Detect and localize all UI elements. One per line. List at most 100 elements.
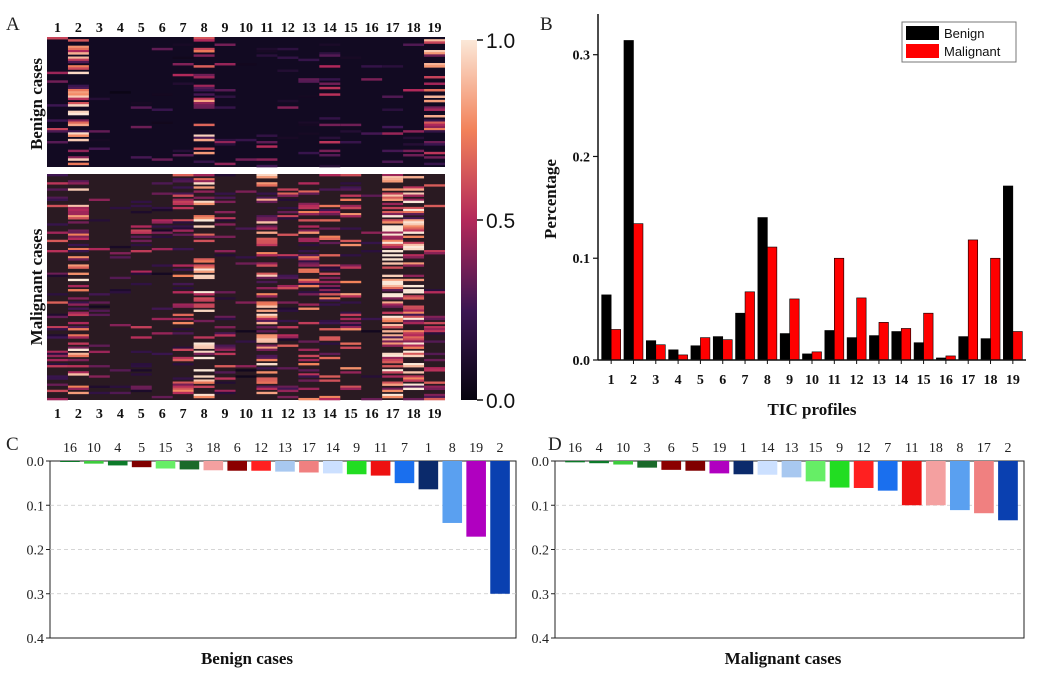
heatmap-benign-cell [319, 164, 341, 168]
heatmap-top-column-label: 14 [323, 21, 337, 36]
heatmap-malignant-cell [361, 397, 383, 401]
heatmap-malignant-cell [382, 235, 404, 238]
heatmap-malignant-cell [151, 206, 173, 210]
heatmap-benign-cell [424, 119, 445, 122]
heatmap-malignant-cell [47, 274, 68, 278]
heatmap-malignant-cell [403, 379, 425, 382]
category-label: 7 [401, 441, 408, 456]
heatmap-malignant-cell [67, 301, 89, 304]
heatmap-malignant-cell [382, 266, 404, 269]
heatmap-malignant-cell [424, 367, 445, 370]
heatmap-malignant-cell [256, 239, 278, 243]
heatmap-malignant-cell [319, 266, 341, 269]
heatmap-benign-cell [172, 154, 194, 157]
heatmap-malignant-cell [340, 385, 362, 388]
heatmap-benign-cell [193, 102, 215, 105]
heatmap-benign-cell [424, 123, 445, 127]
heatmap-malignant-cell [235, 256, 257, 259]
heatmap-malignant-cell [298, 229, 320, 232]
heatmap-bottom-column-label: 13 [302, 407, 316, 422]
heatmap-malignant-cell [214, 326, 236, 329]
heatmap-malignant-cell [88, 198, 110, 201]
bar-benign-6 [712, 336, 724, 361]
heatmap-malignant-cell [403, 346, 425, 349]
heatmap-malignant-cell [340, 182, 362, 185]
heatmap-malignant-cell [403, 247, 425, 251]
heatmap-benign-cell [340, 141, 362, 144]
heatmap-malignant-cell [403, 309, 425, 312]
heatmap-malignant-cell [193, 174, 215, 177]
heatmap-malignant-cell [151, 208, 173, 212]
heatmap-malignant-cell [256, 243, 278, 247]
heatmap-malignant-cell [403, 262, 425, 265]
heatmap-benign-cell [193, 65, 215, 68]
category-label: 12 [857, 441, 871, 456]
heatmap-top-column-label: 17 [386, 21, 400, 36]
bar-profile-8 [442, 461, 463, 523]
category-label: 4 [596, 441, 603, 456]
heatmap-malignant-cell [382, 354, 404, 358]
heatmap-malignant-cell [340, 311, 362, 314]
heatmap-malignant-cell [340, 188, 362, 191]
panel-b-letter: B [540, 14, 553, 35]
heatmap-malignant-cell [403, 243, 425, 247]
heatmap-malignant-cell [172, 317, 194, 321]
bar-malignant-19 [1012, 331, 1023, 361]
heatmap-malignant-cell [214, 174, 236, 177]
heatmap-top-column-label: 5 [138, 21, 145, 36]
bar-benign-12 [846, 337, 857, 361]
heatmap-malignant-cell [424, 252, 445, 255]
category-label: 18 [206, 441, 220, 456]
heatmap-malignant-cell [193, 239, 215, 243]
heatmap-benign-cell [193, 37, 215, 40]
heatmap-malignant-cell [172, 387, 194, 391]
heatmap-malignant-cell [67, 342, 89, 345]
heatmap-malignant-cell [319, 352, 341, 356]
heatmap-top-column-label: 6 [159, 21, 166, 36]
heatmap-malignant-cell [403, 397, 425, 401]
heatmap-malignant-cell [382, 274, 404, 278]
heatmap-benign-cell [67, 50, 89, 53]
heatmap-malignant-cell [88, 375, 110, 378]
heatmap-benign-cell [67, 95, 89, 98]
heatmap-benign-cell [382, 95, 404, 98]
bar-malignant-10 [811, 351, 822, 361]
heatmap-malignant-cell [403, 317, 425, 321]
heatmap-benign-cell [424, 99, 445, 103]
y-tick-label: 0.3 [573, 49, 591, 64]
heatmap-malignant-cell [256, 262, 278, 265]
heatmap-malignant-cell [67, 215, 89, 218]
heatmap-malignant-cell [382, 282, 404, 286]
heatmap-malignant-cell [340, 326, 362, 329]
heatmap-benign-cell [277, 56, 299, 59]
heatmap-benign-cell [298, 151, 320, 155]
heatmap-malignant-cell [298, 397, 320, 401]
heatmap-malignant-cell [193, 379, 215, 382]
heatmap-malignant-cell [382, 278, 404, 282]
heatmap-malignant-cell [340, 198, 362, 201]
heatmap-malignant-cell [256, 217, 278, 220]
heatmap-benign-cell [193, 136, 215, 140]
bar-malignant-9 [789, 298, 800, 361]
heatmap-malignant-cell [319, 299, 341, 302]
heatmap-malignant-cell [256, 303, 278, 306]
heatmap-malignant-cell [403, 311, 425, 314]
heatmap-benign-cell [298, 58, 320, 62]
bar-malignant-3 [655, 344, 666, 361]
heatmap-bottom-column-label: 19 [428, 407, 442, 422]
heatmap-malignant-cell [47, 389, 68, 393]
heatmap-benign-cell [67, 84, 89, 88]
heatmap-malignant-cell [298, 354, 320, 358]
heatmap-malignant-cell [298, 348, 320, 351]
heatmap-benign-cell [193, 89, 215, 92]
bar-benign-7 [735, 312, 746, 361]
heatmap-malignant-cell [340, 342, 362, 345]
heatmap-malignant-cell [67, 326, 89, 329]
heatmap-malignant-cell [256, 338, 278, 341]
heatmap-malignant-cell [67, 206, 89, 210]
heatmap-top-column-label: 10 [239, 21, 253, 36]
heatmap-top-column-label: 1 [54, 21, 61, 36]
heatmap-benign-cell [193, 39, 215, 42]
heatmap-malignant-cell [172, 274, 194, 278]
heatmap-malignant-cell [193, 180, 215, 183]
